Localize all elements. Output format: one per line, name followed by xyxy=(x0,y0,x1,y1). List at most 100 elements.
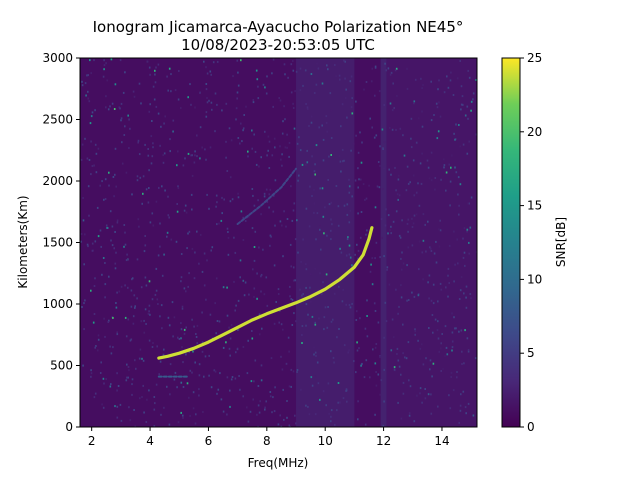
noise-pixel xyxy=(129,339,132,342)
noise-band-fill xyxy=(296,58,355,427)
noise-pixel xyxy=(230,324,233,326)
noise-pixel xyxy=(210,73,212,76)
noise-pixel xyxy=(348,253,351,256)
noise-pixel xyxy=(155,383,158,386)
noise-pixel xyxy=(342,160,344,163)
noise-pixel xyxy=(91,242,94,245)
noise-pixel xyxy=(147,312,150,315)
noise-pixel xyxy=(124,316,127,319)
noise-pixel xyxy=(102,75,105,78)
noise-pixel xyxy=(379,256,381,259)
noise-pixel xyxy=(455,171,458,174)
noise-pixel xyxy=(252,99,255,101)
noise-pixel xyxy=(269,244,271,247)
noise-pixel xyxy=(440,370,442,372)
noise-pixel xyxy=(216,320,219,322)
noise-pixel xyxy=(188,396,190,399)
noise-pixel xyxy=(453,132,455,135)
y-tick-label: 0 xyxy=(65,420,73,434)
noise-pixel xyxy=(347,236,349,239)
noise-pixel xyxy=(390,173,392,176)
noise-pixel xyxy=(198,394,200,397)
noise-pixel xyxy=(283,63,286,66)
noise-pixel xyxy=(459,404,462,407)
noise-pixel xyxy=(229,405,231,408)
noise-pixel xyxy=(128,118,130,121)
noise-pixel xyxy=(199,157,201,160)
noise-pixel xyxy=(404,356,406,359)
noise-pixel xyxy=(127,258,129,261)
noise-pixel xyxy=(467,69,469,72)
noise-pixel xyxy=(100,361,102,364)
noise-pixel xyxy=(379,164,381,167)
noise-pixel xyxy=(351,302,353,305)
noise-pixel xyxy=(381,236,383,239)
noise-pixel xyxy=(279,145,281,148)
noise-pixel xyxy=(349,80,352,83)
noise-pixel xyxy=(382,424,385,427)
noise-pixel xyxy=(304,69,307,72)
noise-pixel xyxy=(81,143,84,146)
noise-pixel xyxy=(157,254,160,257)
noise-pixel xyxy=(462,103,464,106)
noise-pixel xyxy=(257,199,259,202)
noise-pixel xyxy=(125,171,128,174)
noise-pixel xyxy=(429,246,431,249)
noise-pixel xyxy=(402,323,404,326)
noise-pixel xyxy=(209,70,212,73)
noise-pixel xyxy=(421,152,423,155)
noise-pixel xyxy=(430,412,433,415)
noise-pixel xyxy=(194,106,196,109)
noise-pixel xyxy=(357,186,359,189)
noise-pixel xyxy=(438,79,440,82)
noise-pixel xyxy=(408,414,411,417)
noise-pixel xyxy=(300,388,302,391)
noise-pixel xyxy=(260,273,263,276)
noise-pixel xyxy=(370,80,373,83)
noise-pixel xyxy=(87,90,89,93)
noise-pixel xyxy=(254,150,257,153)
noise-pixel xyxy=(411,244,414,247)
noise-pixel xyxy=(148,280,151,283)
echo-traces xyxy=(157,167,374,378)
noise-pixel xyxy=(88,214,90,217)
noise-pixel xyxy=(128,369,130,372)
noise-pixel xyxy=(237,299,240,302)
noise-pixel xyxy=(85,94,87,97)
noise-pixel xyxy=(400,296,403,299)
noise-pixel xyxy=(428,177,431,180)
noise-pixel xyxy=(242,129,244,132)
noise-pixel xyxy=(138,82,141,85)
noise-pixel xyxy=(136,175,139,178)
noise-pixel xyxy=(325,121,328,124)
noise-pixel xyxy=(157,112,160,115)
noise-pixel xyxy=(386,268,388,271)
noise-pixel xyxy=(380,218,383,221)
noise-pixel xyxy=(396,347,399,350)
noise-pixel xyxy=(282,255,284,258)
noise-pixel xyxy=(127,114,129,117)
noise-pixel xyxy=(108,184,110,187)
noise-pixel xyxy=(195,333,197,335)
noise-pixel xyxy=(90,289,92,292)
noise-pixel xyxy=(159,144,161,147)
noise-pixel xyxy=(219,372,221,375)
noise-pixel xyxy=(410,137,412,140)
noise-pixel xyxy=(414,330,417,333)
noise-pixel xyxy=(330,154,332,156)
noise-pixel xyxy=(419,387,422,390)
noise-pixel xyxy=(439,229,442,232)
noise-pixel xyxy=(109,345,111,348)
noise-pixel xyxy=(239,388,241,391)
noise-pixel xyxy=(322,390,325,393)
noise-pixel xyxy=(168,67,171,70)
noise-pixel xyxy=(193,349,195,351)
noise-pixel xyxy=(311,195,313,197)
noise-pixel xyxy=(195,336,198,338)
noise-pixel xyxy=(300,260,302,263)
noise-pixel xyxy=(357,257,359,260)
noise-pixel xyxy=(94,143,97,146)
noise-pixel xyxy=(270,357,273,360)
noise-pixel xyxy=(187,232,189,235)
noise-pixel xyxy=(170,238,173,241)
